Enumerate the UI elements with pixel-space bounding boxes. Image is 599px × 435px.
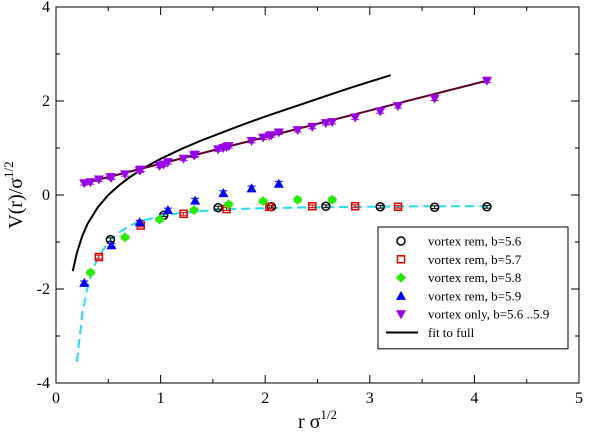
data-point (94, 252, 104, 262)
data-point (218, 188, 229, 198)
data-point (350, 113, 361, 123)
data-point (85, 178, 96, 188)
data-point (393, 102, 404, 112)
data-point (327, 118, 338, 128)
data-point (350, 202, 360, 211)
data-point (321, 201, 331, 212)
series-2 (94, 202, 403, 262)
y-tick-label: -4 (37, 375, 50, 392)
data-point (154, 214, 165, 225)
data-point (190, 150, 201, 160)
data-point (246, 183, 257, 193)
data-point (265, 202, 274, 211)
x-axis-label-sup: 1/2 (320, 407, 337, 422)
data-point (106, 240, 117, 250)
data-point (120, 170, 131, 180)
data-point (482, 202, 492, 212)
x-tick-label: 3 (366, 390, 374, 407)
legend-box (377, 226, 569, 350)
data-point (375, 202, 386, 212)
data-point (179, 209, 188, 219)
data-point (292, 126, 303, 136)
data-point (246, 136, 257, 146)
data-point (258, 133, 269, 143)
data-point (190, 195, 201, 205)
legend-marker (396, 290, 406, 300)
legend-marker (396, 255, 406, 264)
data-point (79, 277, 90, 287)
y-tick-label: -2 (37, 281, 50, 298)
legend-label: fit to full (428, 325, 475, 340)
series-5 (79, 76, 492, 189)
data-point (79, 179, 90, 189)
data-point (162, 205, 173, 215)
data-point (258, 196, 269, 207)
data-point (162, 158, 173, 168)
legend-label: vortex rem, b=5.8 (428, 270, 521, 285)
data-point (393, 202, 403, 211)
data-point (292, 194, 303, 205)
data-point (120, 232, 131, 243)
data-point (213, 202, 223, 213)
data-point (273, 128, 284, 138)
x-tick-label: 0 (52, 390, 60, 407)
series-3 (85, 194, 338, 278)
data-point (320, 119, 331, 129)
data-point (307, 122, 318, 132)
plot-area (71, 74, 492, 362)
legend-label: vortex rem, b=5.9 (428, 288, 521, 303)
data-point (135, 165, 146, 175)
legend-label: vortex rem, b=5.7 (428, 252, 522, 267)
legend: vortex rem, b=5.6 vortex rem, b=5.7 vortex… (377, 226, 569, 350)
legend-label: vortex only, b=5.6 ..5.9 (428, 307, 549, 322)
data-point (178, 154, 189, 164)
data-point (105, 173, 116, 183)
data-point (481, 76, 492, 86)
data-point (85, 267, 96, 278)
x-axis-label-base: r σ (298, 411, 321, 433)
data-point (327, 194, 338, 205)
fit-line-2 (81, 78, 491, 185)
legend-marker (396, 310, 406, 320)
data-point (429, 202, 440, 212)
y-axis-label-base: V(r)/σ (5, 178, 27, 229)
data-point (223, 142, 234, 152)
y-tick-label: 0 (42, 187, 50, 204)
fit-line-1 (71, 74, 392, 272)
data-point (429, 94, 440, 104)
data-point (308, 202, 317, 211)
data-point (375, 107, 386, 117)
data-point (93, 175, 104, 185)
x-tick-label: 1 (157, 390, 165, 407)
x-tick-label: 2 (261, 390, 269, 407)
y-axis-label: V(r)/σ1/2 (1, 161, 27, 228)
data-point (266, 131, 277, 141)
x-tick-label: 5 (575, 390, 583, 407)
legend-marker (396, 236, 406, 246)
data-point (273, 178, 284, 188)
series-4 (79, 178, 284, 287)
legend-marker (396, 272, 406, 283)
x-tick-label: 4 (470, 390, 478, 407)
x-axis-label: r σ1/2 (298, 407, 337, 433)
axes: 0 1 2 3 4 5 -4 -2 0 2 4 (37, 0, 583, 407)
data-point (189, 205, 200, 216)
data-point (223, 199, 234, 210)
data-point (134, 217, 145, 227)
y-axis-label-sup: 1/2 (1, 161, 16, 178)
y-tick-label: 2 (42, 93, 50, 110)
legend-label: vortex rem, b=5.6 (428, 234, 522, 249)
y-tick-label: 4 (42, 0, 50, 16)
